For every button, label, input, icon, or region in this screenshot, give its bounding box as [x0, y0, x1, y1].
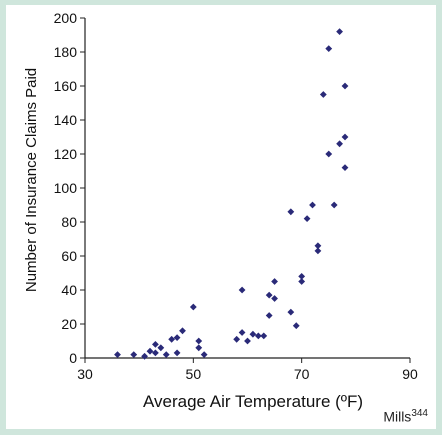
data-point — [314, 242, 322, 250]
chart-frame: 0 20 40 60 80 100 120 140 160 180 200 30 50 70 90 Aver… — [6, 5, 436, 429]
data-point — [195, 337, 203, 345]
y-tick-label: 120 — [54, 146, 78, 162]
data-point — [114, 351, 121, 358]
data-points — [114, 28, 349, 360]
data-point — [341, 133, 349, 141]
data-point — [271, 278, 278, 285]
data-point — [336, 140, 343, 148]
scatter-chart: 0 20 40 60 80 100 120 140 160 180 200 30 50 70 90 Aver… — [23, 10, 418, 411]
y-tick-label: 0 — [69, 350, 77, 366]
data-point — [152, 341, 159, 348]
y-tick-label: 160 — [54, 78, 78, 94]
x-axis-title: Average Air Temperature (ºF) — [143, 392, 363, 411]
y-tick-label: 20 — [61, 316, 77, 332]
source-credit: Mills344 — [383, 408, 428, 425]
data-point — [254, 332, 262, 340]
data-point — [336, 28, 343, 35]
data-point — [298, 273, 306, 280]
data-point — [265, 312, 273, 319]
data-point — [179, 327, 186, 335]
data-point — [260, 332, 268, 340]
x-tick-label: 70 — [294, 366, 310, 382]
data-point — [130, 351, 138, 358]
data-point — [341, 164, 349, 171]
data-point — [152, 349, 159, 357]
data-point — [173, 349, 181, 357]
data-point — [341, 82, 349, 90]
data-point — [271, 295, 278, 302]
data-point — [287, 308, 295, 316]
y-axis-title: Number of Insurance Claims Paid — [23, 68, 40, 292]
data-point — [162, 351, 170, 358]
y-tick-label: 140 — [54, 112, 78, 128]
data-point — [298, 278, 306, 285]
data-point — [325, 150, 333, 158]
data-point — [244, 337, 251, 345]
data-point — [200, 351, 208, 358]
data-point — [265, 291, 273, 299]
data-point — [292, 322, 300, 330]
x-tick-label: 90 — [402, 366, 418, 382]
data-point — [325, 45, 333, 52]
axes: 0 20 40 60 80 100 120 140 160 180 200 30 50 70 90 — [54, 10, 418, 382]
data-point — [141, 352, 148, 360]
data-point — [238, 329, 246, 336]
data-point — [303, 215, 311, 222]
data-point — [287, 208, 295, 216]
y-tick-label: 80 — [61, 214, 77, 230]
data-point — [238, 286, 246, 294]
data-point — [309, 201, 316, 209]
y-tick-label: 180 — [54, 44, 78, 60]
data-point — [173, 334, 181, 341]
data-point — [195, 344, 203, 352]
data-point — [319, 91, 327, 98]
x-tick-label: 50 — [186, 366, 202, 382]
data-point — [146, 347, 154, 355]
y-tick-label: 100 — [54, 180, 78, 196]
data-point — [157, 344, 165, 352]
data-point — [168, 335, 176, 343]
y-tick-label: 60 — [61, 248, 77, 264]
data-point — [330, 201, 338, 209]
data-point — [189, 303, 197, 311]
x-tick-label: 30 — [77, 366, 93, 382]
data-point — [233, 335, 241, 343]
data-point — [314, 247, 322, 255]
y-tick-label: 200 — [54, 10, 78, 26]
data-point — [249, 330, 257, 338]
y-tick-label: 40 — [61, 282, 77, 298]
credit-name: Mills — [383, 409, 412, 425]
credit-ref: 344 — [411, 408, 428, 420]
